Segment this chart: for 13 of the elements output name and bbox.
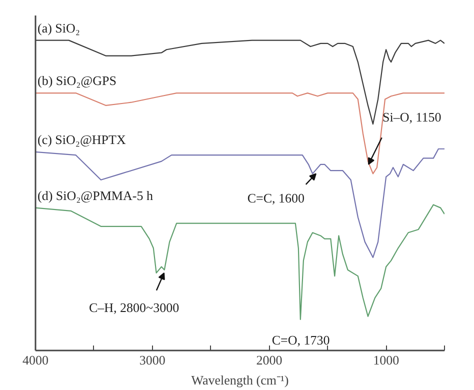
series-label: (c) SiO₂@HPTX (38, 132, 126, 147)
annotation: Si–O, 1150 (382, 109, 442, 124)
annotation: C=O, 1730 (272, 332, 330, 348)
x-axis-title: Wavelength (cm⁻¹) (191, 372, 289, 388)
x-tick-label: 1000 (373, 352, 400, 368)
annotation: C=C, 1600 (247, 190, 305, 206)
series-label: (d) SiO₂@PMMA-5 h (38, 188, 154, 203)
series-label: (a) SiO₂ (38, 20, 80, 36)
x-tick-label: 4000 (22, 352, 48, 368)
annotation: C–H, 2800~3000 (88, 300, 180, 315)
x-tick-label: 2000 (256, 352, 282, 368)
x-tick-label: 3000 (139, 352, 166, 368)
series-label: (b) SiO₂@GPS (38, 73, 116, 88)
